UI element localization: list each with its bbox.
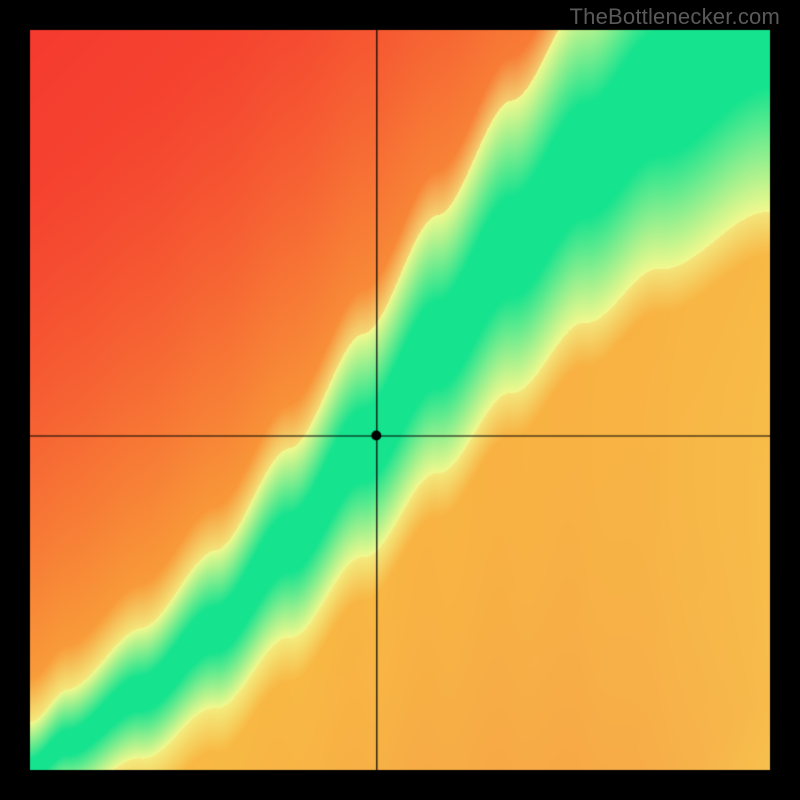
watermark-label: TheBottlenecker.com: [570, 4, 780, 30]
chart-container: TheBottlenecker.com: [0, 0, 800, 800]
heatmap-canvas: [0, 0, 800, 800]
